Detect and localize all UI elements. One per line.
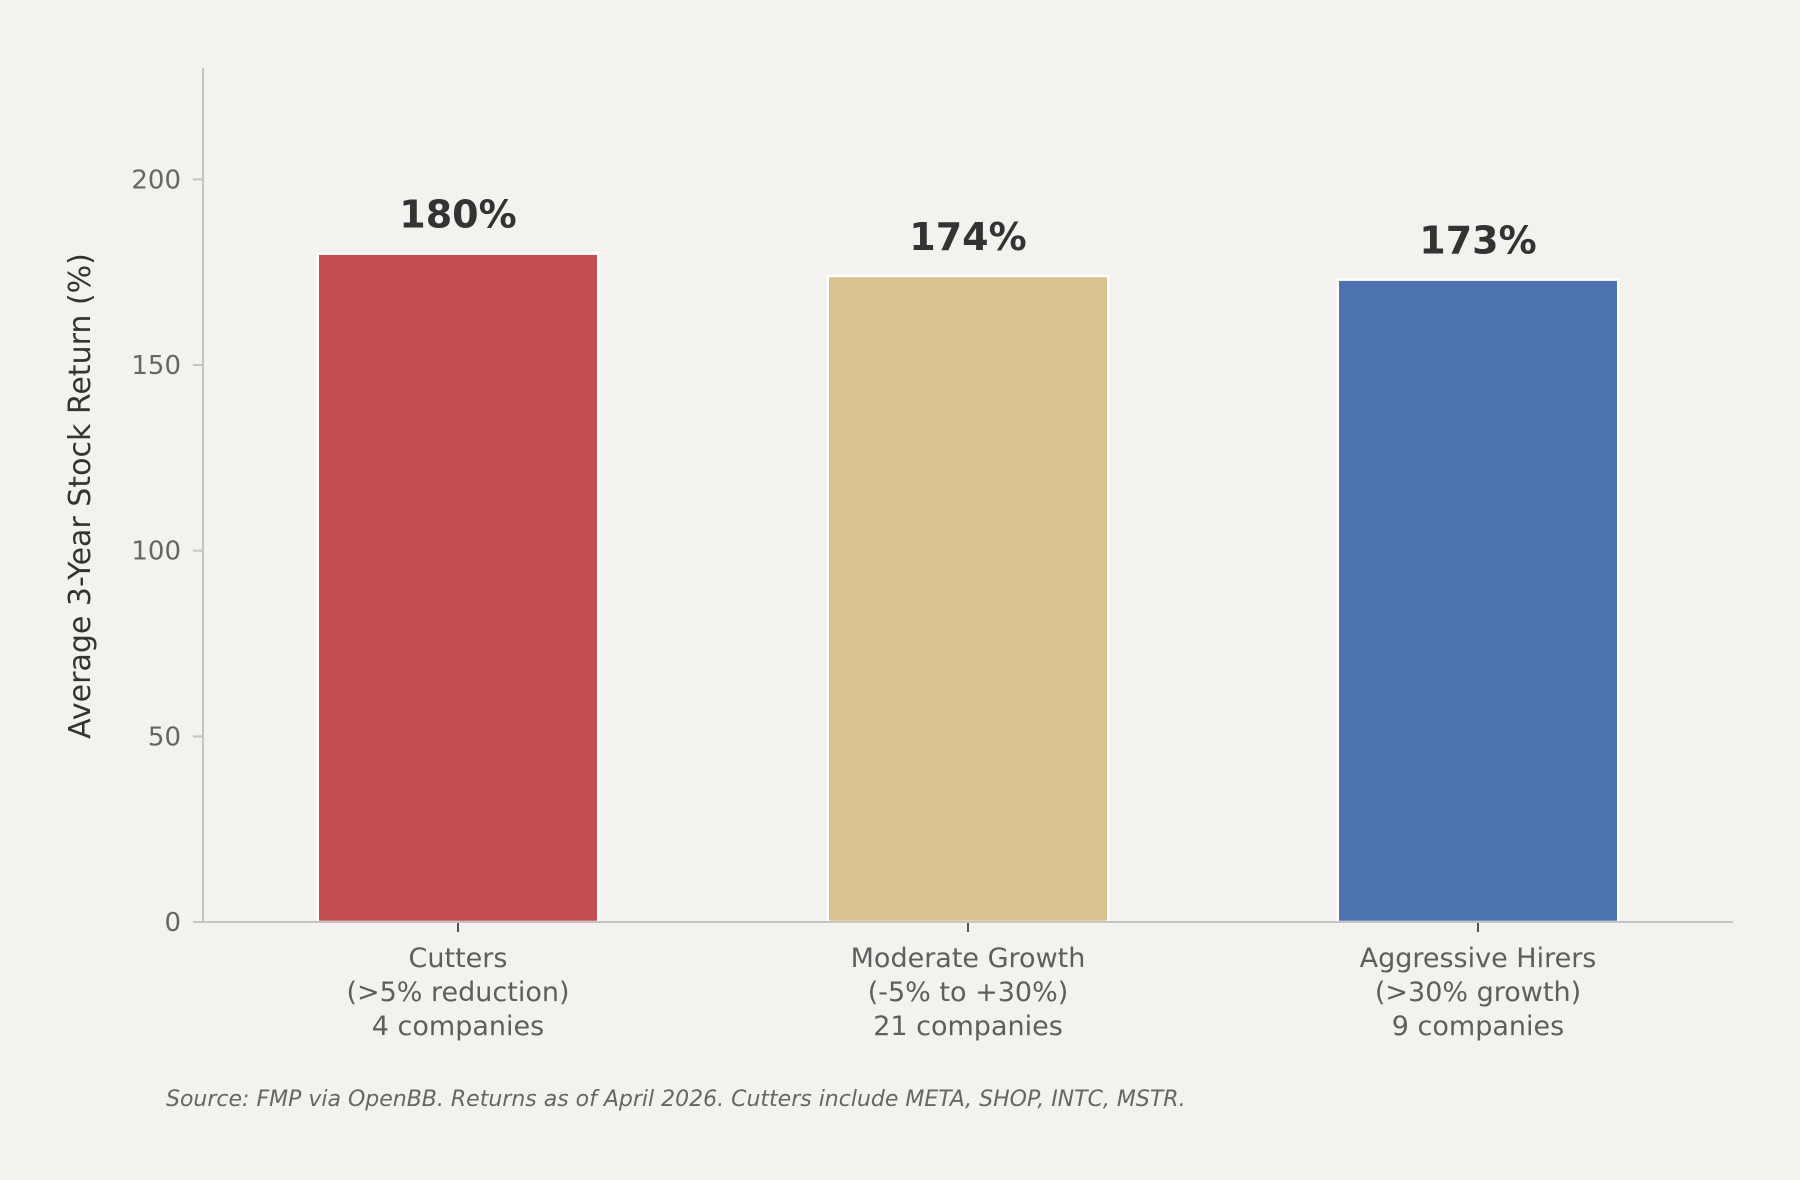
y-tick-label: 200: [131, 165, 181, 195]
bar: [1336, 278, 1620, 924]
x-tick-label: Cutters (>5% reduction) 4 companies: [346, 943, 569, 1042]
value-label: 174%: [909, 215, 1026, 259]
value-labels: 180% 174% 173%: [399, 193, 1536, 263]
y-axis-ticks: 0 50 100 150 200: [131, 165, 203, 938]
x-axis-ticks: Cutters (>5% reduction) 4 companies Moderat…: [346, 922, 1596, 1042]
bar: [826, 274, 1110, 924]
y-tick-label: 150: [131, 351, 181, 381]
y-tick-label: 50: [148, 722, 181, 752]
x-tick-label: Moderate Growth (-5% to +30%) 21 companies: [851, 943, 1086, 1042]
y-axis-label: Average 3-Year Stock Return (%): [63, 253, 98, 739]
y-tick-label: 0: [164, 908, 181, 938]
bars: [316, 252, 1620, 924]
x-tick-label: Aggressive Hirers (>30% growth) 9 companie…: [1360, 943, 1597, 1042]
value-label: 173%: [1419, 219, 1536, 263]
bar: [316, 252, 600, 924]
y-tick-label: 100: [131, 537, 181, 567]
source-note: Source: FMP via OpenBB. Returns as of Ap…: [166, 1087, 1186, 1112]
value-label: 180%: [399, 193, 516, 237]
